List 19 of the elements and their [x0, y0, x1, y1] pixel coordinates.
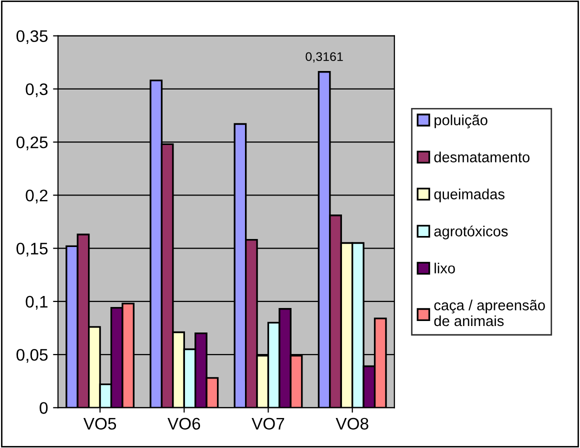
legend-label: caça / apreensão de animais	[434, 300, 545, 326]
legend-label: desmatamento	[434, 152, 530, 162]
x-tick-label: VO7	[252, 418, 284, 430]
y-tick-label: 0,15	[16, 242, 48, 256]
x-tick-label: VO8	[336, 418, 368, 430]
y-tick-label: 0	[40, 402, 48, 414]
data-label: 0,3161	[306, 52, 343, 63]
legend-label: poluição	[434, 114, 488, 128]
y-tick-label: 0,35	[16, 30, 48, 44]
legend-label: queimadas	[434, 188, 504, 202]
x-tick-label: VO6	[168, 418, 200, 430]
y-tick-label: 0,2	[26, 190, 48, 204]
y-tick-label: 0,3	[26, 83, 48, 98]
legend-label: agrotóxicos	[434, 226, 508, 240]
y-tick-label: 0,1	[26, 296, 48, 310]
y-tick-label: 0,05	[16, 348, 48, 363]
y-tick-label: 0,25	[16, 136, 48, 150]
x-tick-label: VO5	[83, 418, 116, 430]
legend-label: lixo	[434, 262, 455, 274]
